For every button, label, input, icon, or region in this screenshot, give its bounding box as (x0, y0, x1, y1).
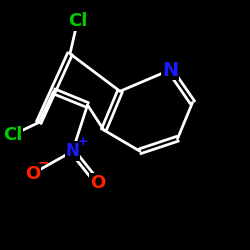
Text: −: − (38, 156, 50, 170)
Text: N: N (162, 60, 178, 80)
Text: N: N (66, 142, 80, 160)
Text: O: O (90, 174, 105, 192)
Text: O: O (25, 165, 40, 183)
Text: Cl: Cl (68, 12, 87, 30)
Text: Cl: Cl (3, 126, 22, 144)
Text: +: + (77, 135, 88, 148)
